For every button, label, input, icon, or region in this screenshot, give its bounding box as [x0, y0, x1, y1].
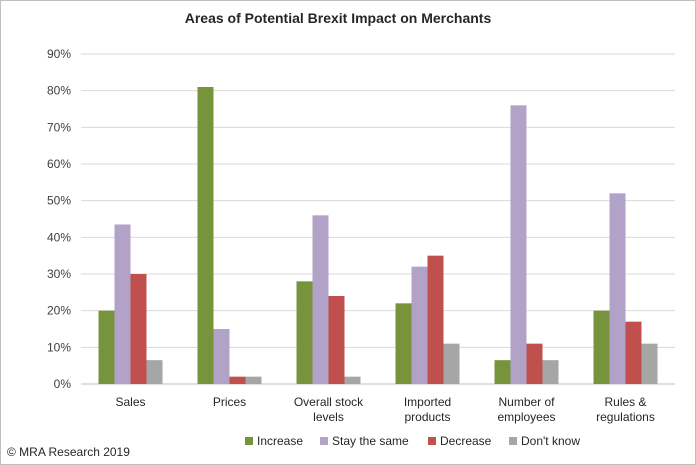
bar-don-t-know [245, 376, 262, 384]
x-category-label: products [404, 410, 450, 424]
bar-decrease [427, 255, 444, 384]
bar-increase [98, 310, 115, 384]
bar-don-t-know [641, 343, 658, 384]
y-tick-label: 70% [47, 120, 71, 134]
x-category-label: Overall stock [294, 395, 364, 409]
legend-label: Don't know [521, 434, 580, 448]
bar-increase [395, 303, 412, 384]
bar-increase [197, 87, 214, 384]
legend-swatch [245, 437, 253, 445]
x-category-label: regulations [596, 410, 655, 424]
y-tick-label: 60% [47, 157, 71, 171]
legend-label: Stay the same [332, 434, 409, 448]
y-tick-label: 0% [54, 377, 72, 391]
y-tick-label: 20% [47, 304, 71, 318]
bar-stay-the-same [411, 266, 428, 384]
y-tick-label: 90% [47, 47, 71, 61]
bar-stay-the-same [312, 215, 329, 384]
bar-stay-the-same [213, 329, 230, 384]
bar-don-t-know [344, 376, 361, 384]
bar-increase [296, 281, 313, 384]
y-tick-label: 10% [47, 340, 71, 354]
bars [98, 87, 658, 384]
x-category-label: Sales [115, 395, 145, 409]
legend-swatch [509, 437, 517, 445]
bar-stay-the-same [609, 193, 626, 384]
legend-swatch [320, 437, 328, 445]
chart-title: Areas of Potential Brexit Impact on Merc… [185, 10, 492, 26]
gridlines [81, 53, 675, 385]
x-category-label: Prices [213, 395, 246, 409]
y-tick-label: 40% [47, 230, 71, 244]
x-category-label: employees [497, 410, 555, 424]
bar-stay-the-same [510, 105, 527, 384]
y-tick-label: 80% [47, 84, 71, 98]
x-category-label: Number of [498, 395, 555, 409]
bar-increase [494, 360, 511, 384]
y-tick-label: 30% [47, 267, 71, 281]
bar-decrease [130, 274, 147, 384]
x-category-label: Imported [404, 395, 451, 409]
copyright-credit: © MRA Research 2019 [7, 445, 130, 459]
legend-label: Increase [257, 434, 303, 448]
bar-stay-the-same [114, 224, 131, 384]
x-category-label: Rules & [604, 395, 646, 409]
bar-don-t-know [443, 343, 460, 384]
bar-decrease [328, 296, 345, 384]
legend-label: Decrease [440, 434, 492, 448]
legend: Increase Stay the same Decrease Don't know [245, 434, 580, 448]
bar-decrease [229, 376, 246, 384]
x-category-label: levels [313, 410, 344, 424]
y-tick-label: 50% [47, 194, 71, 208]
y-axis: 0% 10% 20% 30% 40% 50% 60% 70% 80% 90% [47, 47, 71, 391]
bar-increase [593, 310, 610, 384]
bar-don-t-know [542, 360, 559, 384]
legend-swatch [428, 437, 436, 445]
bar-decrease [625, 321, 642, 384]
bar-don-t-know [146, 360, 163, 384]
bar-decrease [526, 343, 543, 384]
